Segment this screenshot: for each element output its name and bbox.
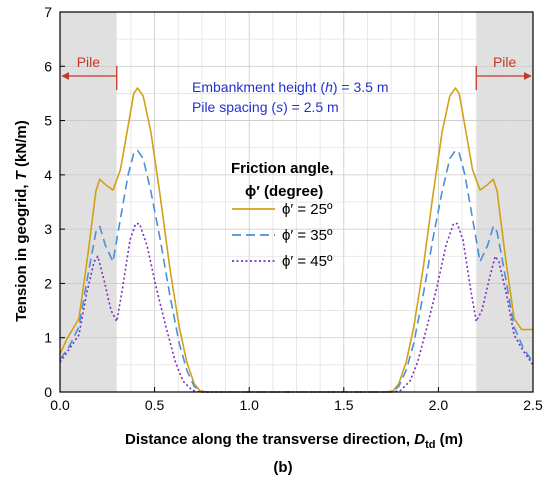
pile-label: Pile xyxy=(77,54,101,70)
x-tick-label: 2.5 xyxy=(523,397,543,413)
annotation-block: Embankment height (h) = 3.5 m Pile spaci… xyxy=(192,79,389,115)
y-tick-label: 2 xyxy=(44,275,52,291)
axis-ticks xyxy=(59,11,534,393)
y-axis-label: Tension in geogrid, T (kN/m) xyxy=(13,120,30,321)
y-tick-label: 1 xyxy=(44,330,52,346)
x-tick-label: 1.5 xyxy=(334,397,354,413)
plot-frame xyxy=(59,11,534,393)
x-tick-label: 2.0 xyxy=(429,397,449,413)
x-tick-label: 0.5 xyxy=(145,397,165,413)
x-tick-label: 0.0 xyxy=(50,397,70,413)
y-tick-label: 6 xyxy=(44,58,52,74)
y-tick-label: 7 xyxy=(44,4,52,20)
tick-labels: 0.0 0.5 1.0 1.5 2.0 2.5 0 1 2 3 4 5 6 7 xyxy=(44,4,543,413)
pile-labels: Pile Pile xyxy=(61,54,532,90)
annotation-pile-spacing: Pile spacing (s) = 2.5 m xyxy=(192,99,339,115)
legend-entries: ϕ′ = 25º ϕ′ = 35º ϕ′ = 45º xyxy=(232,201,333,270)
y-tick-label: 4 xyxy=(44,167,52,183)
legend-label-2: ϕ′ = 35º xyxy=(282,227,333,244)
legend-label-1: ϕ′ = 25º xyxy=(282,201,333,218)
annotation-embankment-height: Embankment height (h) = 3.5 m xyxy=(192,79,389,95)
legend-title-line2: ϕ′ (degree) xyxy=(245,183,323,200)
y-tick-label: 3 xyxy=(44,221,52,237)
y-tick-label: 5 xyxy=(44,113,52,129)
x-axis-label: Distance along the transverse direction,… xyxy=(125,431,463,451)
x-tick-label: 1.0 xyxy=(239,397,259,413)
pile-label: Pile xyxy=(493,54,517,70)
figure-caption: (b) xyxy=(273,459,292,476)
y-tick-label: 0 xyxy=(44,384,52,400)
legend-title-line1: Friction angle, xyxy=(231,160,334,177)
grid-lines xyxy=(59,11,534,393)
series-line-2 xyxy=(59,149,534,393)
legend-label-3: ϕ′ = 45º xyxy=(282,253,333,270)
